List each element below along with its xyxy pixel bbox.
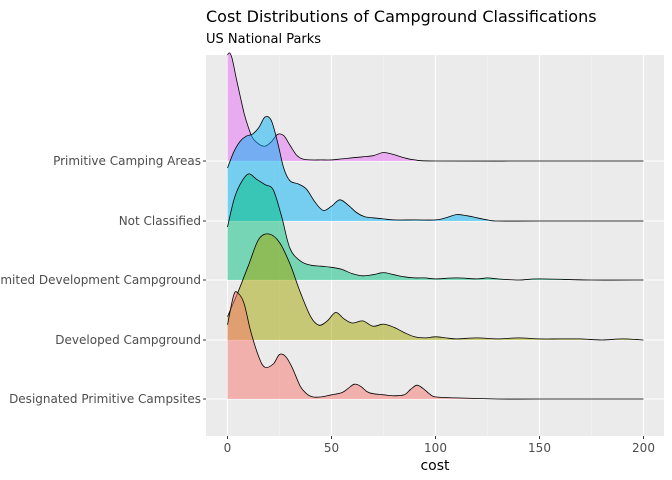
ridge-line-not-classified xyxy=(227,116,644,222)
x-tick-label: 150 xyxy=(528,441,551,455)
ridge-line-limited-development-campground xyxy=(227,173,644,281)
x-axis-label: cost xyxy=(420,458,450,474)
ridge-line-primitive-camping-areas xyxy=(227,52,644,162)
y-tick-label: Developed Campground xyxy=(55,333,201,347)
x-tick-label: 50 xyxy=(324,441,339,455)
x-tick-label: 0 xyxy=(224,441,232,455)
x-tick-label: 100 xyxy=(424,441,447,455)
y-tick-label: Designated Primitive Campsites xyxy=(9,392,201,406)
ridge-line-designated-primitive-campsites xyxy=(227,291,644,400)
x-tick-label: 200 xyxy=(632,441,655,455)
chart-title: Cost Distributions of Campground Classif… xyxy=(206,7,597,26)
y-tick-label: Not Classified xyxy=(119,214,201,228)
y-tick-label: Primitive Camping Areas xyxy=(53,154,201,168)
chart-subtitle: US National Parks xyxy=(206,32,322,47)
y-tick-label: Limited Development Campground xyxy=(0,273,201,287)
ridge-line-developed-campground xyxy=(227,233,644,341)
ridge-fill-developed-campground xyxy=(227,233,644,340)
ridge-fill-designated-primitive-campsites xyxy=(227,291,644,400)
